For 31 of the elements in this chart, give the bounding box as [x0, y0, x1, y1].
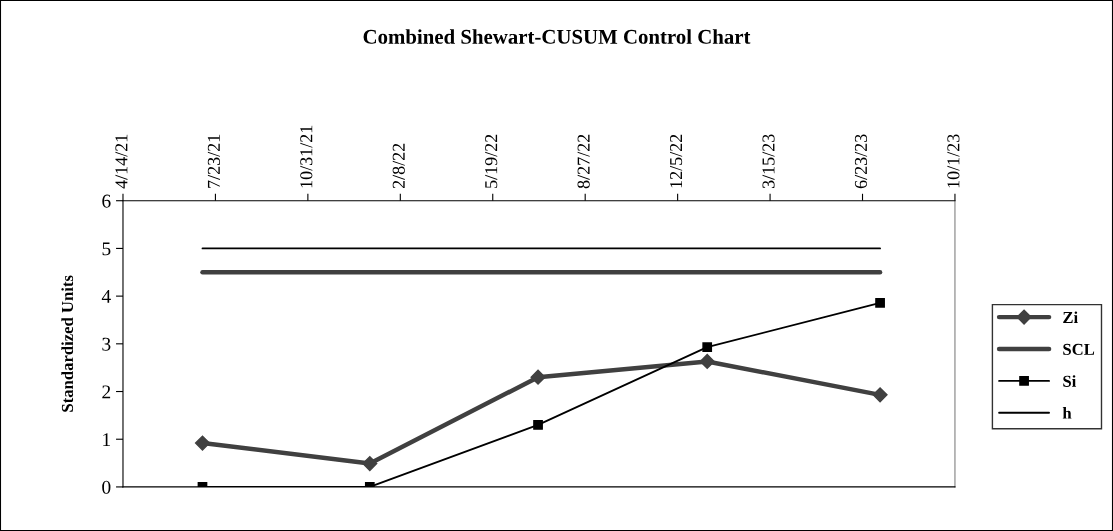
x-tick-label: 5/19/22	[485, 134, 498, 188]
point	[875, 297, 885, 308]
x-tick-label: 10/1/23	[947, 134, 960, 188]
legend-label: Si	[1063, 375, 1077, 387]
y-tick-label: 3	[102, 337, 111, 351]
legend-label: SCL	[1063, 343, 1095, 355]
y-tick-label: 2	[102, 385, 111, 399]
point	[194, 435, 211, 451]
x-tick-label: 3/15/23	[762, 134, 775, 189]
point	[533, 420, 543, 430]
x-tick-label: 12/5/22	[670, 134, 683, 188]
y-tick-label: 0	[102, 480, 111, 494]
x-tick-label: 2/8/22	[392, 143, 405, 189]
point	[872, 387, 888, 403]
chart-title: Combined Shewart-CUSUM Control Chart	[363, 29, 751, 44]
y-axis-title: Standardized Units	[61, 275, 74, 412]
x-tick-label: 7/23/21	[207, 134, 220, 188]
legend-label: h	[1062, 407, 1072, 419]
x-tick-label: 4/14/21	[115, 134, 128, 189]
point	[702, 342, 713, 353]
point	[362, 455, 378, 472]
x-tick-label: 8/27/22	[577, 134, 590, 189]
point	[699, 353, 715, 370]
y-tick-label: 4	[101, 290, 111, 303]
legend-label: Zi	[1063, 311, 1078, 323]
y-tick-label: 1	[103, 433, 111, 446]
point	[530, 369, 546, 385]
x-tick-label: 10/31/21	[300, 125, 313, 188]
y-tick-label: 6	[102, 194, 111, 208]
y-tick-label: 5	[102, 242, 111, 256]
x-tick-label: 6/23/23	[854, 134, 868, 189]
